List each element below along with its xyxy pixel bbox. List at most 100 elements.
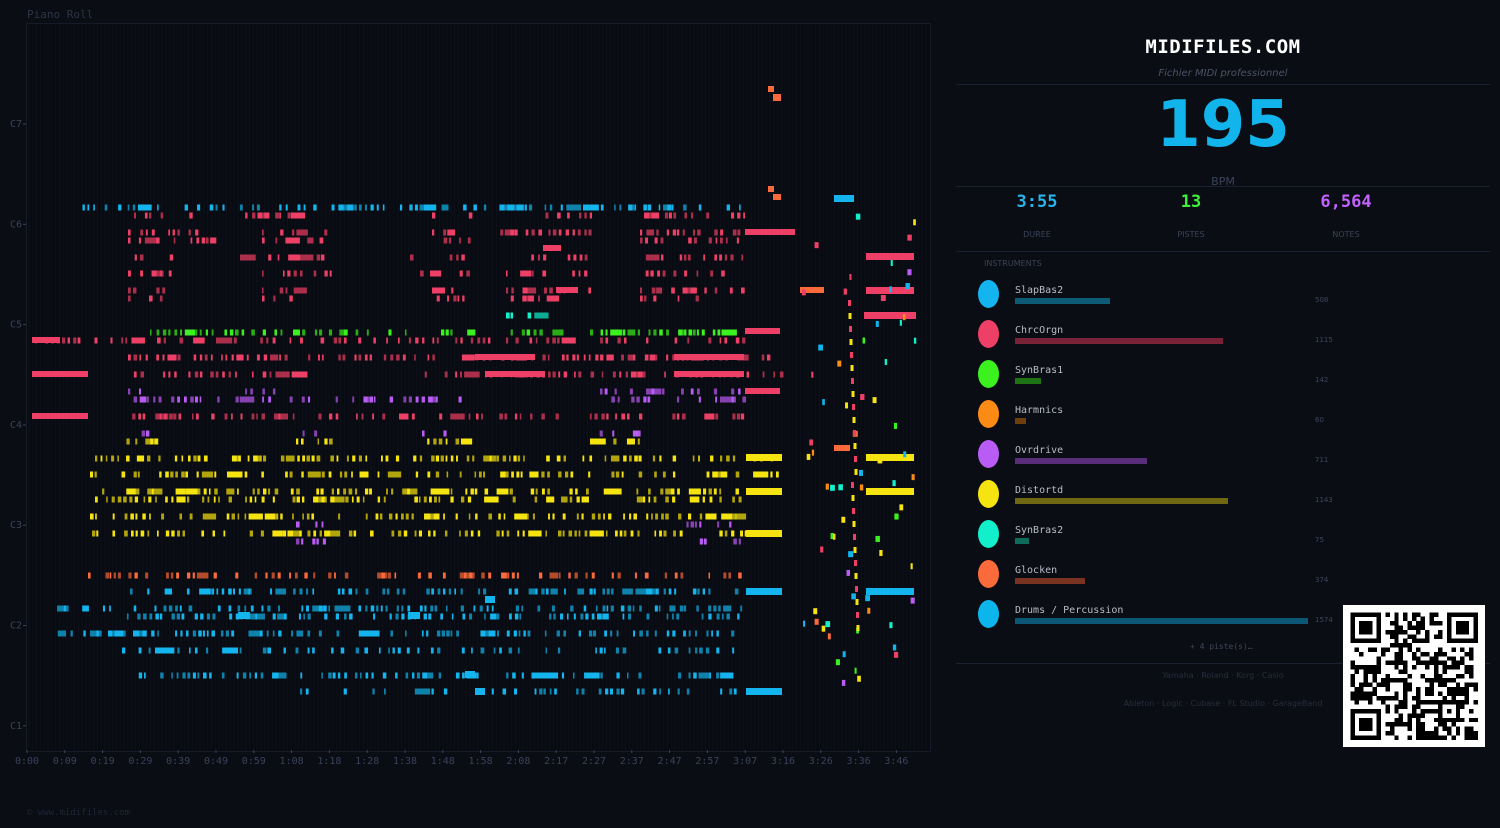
note: [182, 530, 185, 537]
note: [174, 329, 178, 336]
note: [589, 530, 604, 537]
instrument-color-dot: [978, 440, 999, 468]
note: [510, 329, 513, 336]
note: [369, 354, 372, 361]
note: [461, 647, 465, 654]
note: [738, 572, 742, 579]
note: [365, 588, 369, 595]
qr-module: [1376, 682, 1382, 688]
qr-module: [1446, 726, 1452, 732]
note: [112, 513, 115, 520]
qr-module: [1460, 612, 1465, 617]
qr-module: [1455, 621, 1461, 626]
qr-module: [1464, 682, 1470, 688]
note: [834, 195, 854, 202]
note: [235, 329, 239, 336]
qr-module: [1376, 625, 1382, 631]
note: [636, 371, 638, 378]
qr-module: [1451, 717, 1456, 723]
qr-module: [1446, 665, 1452, 670]
qr-module: [1367, 612, 1373, 617]
note: [738, 388, 741, 395]
note: [629, 513, 632, 520]
qr-module: [1429, 708, 1434, 714]
note: [256, 413, 258, 420]
qr-module: [1473, 638, 1478, 644]
qr-module: [1455, 726, 1461, 732]
note: [564, 471, 569, 478]
note: [537, 254, 541, 261]
note: [651, 287, 656, 294]
qr-module: [1425, 691, 1430, 696]
note: [672, 630, 676, 637]
note: [740, 530, 744, 537]
note: [443, 237, 448, 244]
qr-module: [1398, 678, 1404, 683]
note: [348, 588, 353, 595]
qr-module: [1438, 660, 1443, 666]
qr-module: [1411, 695, 1417, 701]
note: [724, 337, 728, 344]
note: [135, 513, 138, 520]
note: [450, 329, 453, 336]
note: [642, 496, 646, 503]
note: [442, 572, 446, 579]
qr-module: [1350, 665, 1355, 670]
note: [676, 613, 680, 620]
note: [574, 530, 577, 537]
note: [209, 672, 212, 679]
note: [165, 496, 168, 503]
note: [568, 530, 573, 537]
note: [880, 294, 886, 301]
qr-module: [1464, 730, 1470, 736]
note: [830, 533, 834, 540]
note: [637, 688, 640, 695]
note: [688, 647, 691, 654]
note: [118, 204, 122, 211]
qr-module: [1433, 612, 1439, 617]
note: [300, 688, 303, 695]
note: [208, 488, 211, 495]
note: [698, 396, 701, 403]
note: [307, 647, 310, 654]
qr-module: [1455, 625, 1461, 631]
qr-module: [1376, 660, 1382, 666]
note: [296, 538, 300, 545]
note: [166, 572, 169, 579]
qr-module: [1451, 678, 1456, 683]
note: [321, 471, 325, 478]
note: [679, 605, 684, 612]
qr-module: [1416, 660, 1421, 666]
note: [605, 688, 609, 695]
note: [431, 455, 435, 462]
note: [437, 588, 441, 595]
note: [595, 647, 597, 654]
note: [511, 471, 514, 478]
note: [105, 455, 108, 462]
note: [866, 253, 914, 260]
note: [612, 354, 614, 361]
qr-module: [1363, 669, 1369, 674]
note: [175, 630, 178, 637]
qr-module: [1416, 687, 1421, 692]
note: [544, 630, 547, 637]
note: [689, 496, 700, 503]
qr-module: [1398, 647, 1404, 652]
note: [671, 488, 675, 495]
note: [306, 229, 308, 236]
note: [231, 455, 241, 462]
note: [490, 613, 497, 620]
qr-module: [1451, 687, 1456, 692]
qr-module: [1416, 713, 1421, 718]
qr-module: [1460, 656, 1465, 661]
note: [163, 337, 166, 344]
note: [665, 488, 672, 495]
note: [576, 354, 579, 361]
note: [678, 329, 687, 336]
note: [376, 605, 379, 612]
qr-module: [1420, 730, 1426, 736]
instrument-count-bar: [1015, 538, 1029, 544]
note: [515, 605, 520, 612]
note: [257, 455, 261, 462]
qr-module: [1381, 678, 1386, 683]
